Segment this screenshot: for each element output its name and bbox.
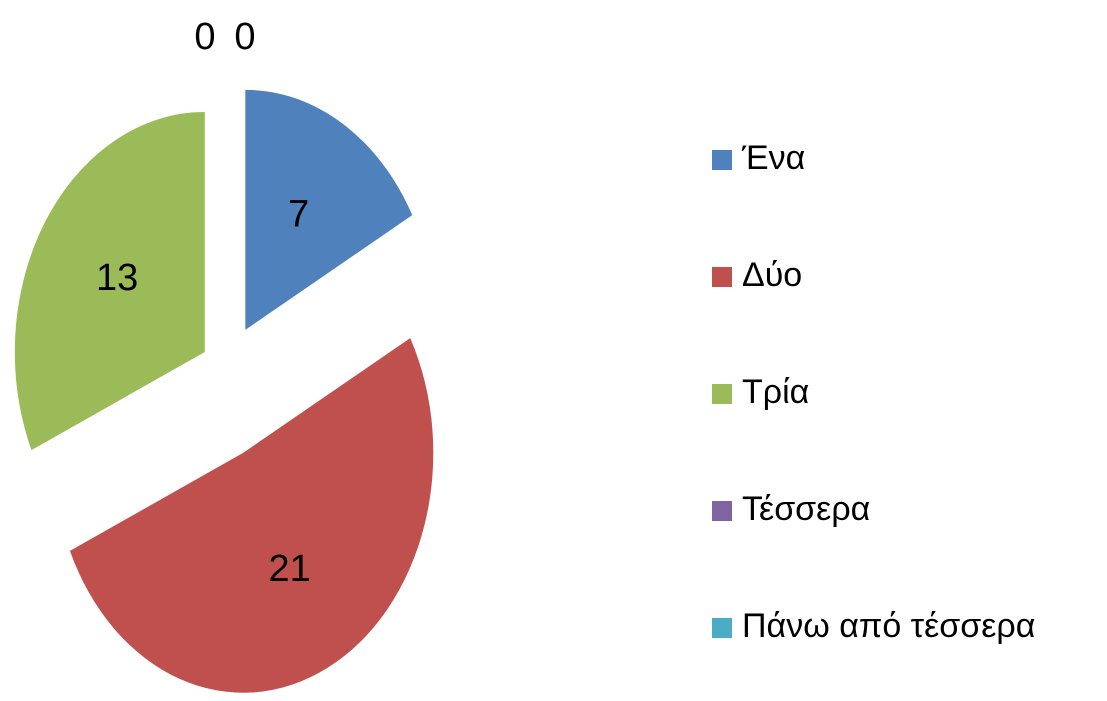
legend-swatch bbox=[712, 501, 732, 521]
legend-swatch bbox=[712, 618, 732, 638]
legend-swatch bbox=[712, 267, 732, 287]
data-label: 0 bbox=[234, 16, 255, 58]
legend-label: Δύο bbox=[742, 256, 802, 294]
legend-swatch bbox=[712, 384, 732, 404]
data-label: 7 bbox=[288, 193, 309, 235]
legend-swatch bbox=[712, 150, 732, 170]
data-label: 0 bbox=[194, 16, 215, 58]
data-label: 21 bbox=[269, 548, 311, 590]
legend-label: Τρία bbox=[742, 373, 809, 411]
pie-slice bbox=[245, 89, 413, 330]
pie-slice bbox=[69, 338, 434, 693]
pie-slice bbox=[14, 111, 205, 451]
legend-label: Ένα bbox=[741, 139, 805, 177]
data-label: 13 bbox=[96, 257, 138, 299]
legend-label: Πάνω από τέσσερα bbox=[742, 607, 1035, 645]
legend-label: Τέσσερα bbox=[742, 490, 870, 528]
